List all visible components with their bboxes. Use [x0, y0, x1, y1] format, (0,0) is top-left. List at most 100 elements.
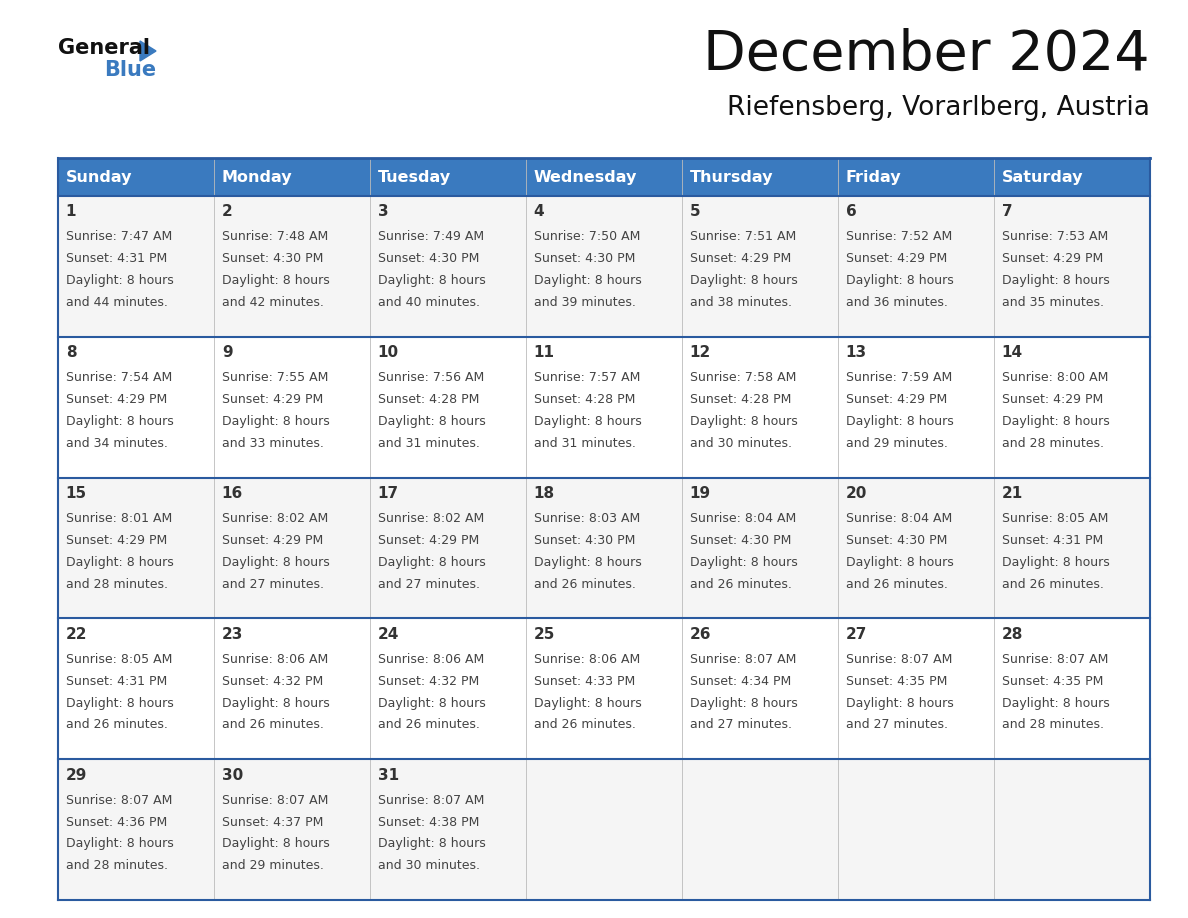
Bar [838, 196, 994, 337]
Text: 27: 27 [846, 627, 867, 642]
Text: and 26 minutes.: and 26 minutes. [533, 577, 636, 590]
Bar [682, 196, 838, 337]
Text: 8: 8 [65, 345, 76, 360]
Text: Monday: Monday [222, 170, 292, 185]
Text: Sunrise: 8:07 AM: Sunrise: 8:07 AM [222, 794, 328, 807]
Text: and 27 minutes.: and 27 minutes. [378, 577, 480, 590]
Text: and 27 minutes.: and 27 minutes. [222, 577, 324, 590]
Bar [526, 477, 682, 619]
Text: Sunset: 4:28 PM: Sunset: 4:28 PM [533, 393, 636, 406]
Text: and 39 minutes.: and 39 minutes. [533, 296, 636, 309]
Text: Sunrise: 7:47 AM: Sunrise: 7:47 AM [65, 230, 172, 243]
Text: Daylight: 8 hours: Daylight: 8 hours [65, 274, 173, 287]
Text: Sunrise: 8:07 AM: Sunrise: 8:07 AM [378, 794, 485, 807]
Text: and 28 minutes.: and 28 minutes. [1001, 719, 1104, 732]
Text: 19: 19 [690, 486, 710, 501]
Text: Sunrise: 7:59 AM: Sunrise: 7:59 AM [846, 371, 952, 385]
Bar [58, 759, 214, 900]
Text: Daylight: 8 hours: Daylight: 8 hours [378, 555, 486, 569]
Bar [838, 337, 994, 477]
Text: 15: 15 [65, 486, 87, 501]
Text: 20: 20 [846, 486, 867, 501]
Text: Daylight: 8 hours: Daylight: 8 hours [1001, 555, 1110, 569]
Text: and 36 minutes.: and 36 minutes. [846, 296, 948, 309]
Text: Sunrise: 7:56 AM: Sunrise: 7:56 AM [378, 371, 484, 385]
Text: Daylight: 8 hours: Daylight: 8 hours [378, 837, 486, 850]
Text: 10: 10 [378, 345, 399, 360]
Text: Sunset: 4:29 PM: Sunset: 4:29 PM [222, 393, 323, 406]
Text: 4: 4 [533, 205, 544, 219]
Text: 3: 3 [378, 205, 388, 219]
Text: Blue: Blue [105, 60, 156, 80]
Text: 9: 9 [222, 345, 233, 360]
Text: and 26 minutes.: and 26 minutes. [690, 577, 791, 590]
Bar [682, 477, 838, 619]
Text: Sunrise: 7:50 AM: Sunrise: 7:50 AM [533, 230, 640, 243]
Text: Tuesday: Tuesday [378, 170, 451, 185]
Text: Daylight: 8 hours: Daylight: 8 hours [222, 274, 329, 287]
Text: 5: 5 [690, 205, 701, 219]
Text: Sunset: 4:29 PM: Sunset: 4:29 PM [846, 252, 947, 265]
Text: and 26 minutes.: and 26 minutes. [846, 577, 948, 590]
Bar [214, 337, 369, 477]
Text: 22: 22 [65, 627, 87, 642]
Bar [369, 337, 526, 477]
Bar [58, 158, 214, 196]
Text: and 28 minutes.: and 28 minutes. [65, 859, 168, 872]
Bar [526, 619, 682, 759]
Text: Sunset: 4:31 PM: Sunset: 4:31 PM [1001, 534, 1102, 547]
Text: and 28 minutes.: and 28 minutes. [1001, 437, 1104, 450]
Text: 12: 12 [690, 345, 712, 360]
Bar [214, 477, 369, 619]
Text: Sunset: 4:29 PM: Sunset: 4:29 PM [65, 534, 168, 547]
Text: Sunrise: 7:48 AM: Sunrise: 7:48 AM [222, 230, 328, 243]
Text: Sunrise: 8:05 AM: Sunrise: 8:05 AM [1001, 512, 1108, 525]
Text: Daylight: 8 hours: Daylight: 8 hours [222, 415, 329, 428]
Bar [994, 337, 1150, 477]
Bar [838, 759, 994, 900]
Text: Sunrise: 7:58 AM: Sunrise: 7:58 AM [690, 371, 796, 385]
Text: Daylight: 8 hours: Daylight: 8 hours [846, 274, 954, 287]
Text: Sunrise: 7:55 AM: Sunrise: 7:55 AM [222, 371, 328, 385]
Bar [369, 158, 526, 196]
Bar [994, 196, 1150, 337]
Text: 18: 18 [533, 486, 555, 501]
Text: 14: 14 [1001, 345, 1023, 360]
Bar [682, 337, 838, 477]
Bar [838, 158, 994, 196]
Text: and 26 minutes.: and 26 minutes. [378, 719, 480, 732]
Text: 29: 29 [65, 767, 87, 783]
Text: and 35 minutes.: and 35 minutes. [1001, 296, 1104, 309]
Bar [994, 477, 1150, 619]
Text: Daylight: 8 hours: Daylight: 8 hours [533, 555, 642, 569]
Text: Sunrise: 8:07 AM: Sunrise: 8:07 AM [690, 653, 796, 666]
Text: 11: 11 [533, 345, 555, 360]
Bar [58, 477, 214, 619]
Text: Sunrise: 8:06 AM: Sunrise: 8:06 AM [533, 653, 640, 666]
Text: Daylight: 8 hours: Daylight: 8 hours [65, 697, 173, 710]
Text: Daylight: 8 hours: Daylight: 8 hours [222, 555, 329, 569]
Text: Daylight: 8 hours: Daylight: 8 hours [222, 837, 329, 850]
Text: Daylight: 8 hours: Daylight: 8 hours [378, 697, 486, 710]
Bar [369, 477, 526, 619]
Text: and 26 minutes.: and 26 minutes. [1001, 577, 1104, 590]
Text: 28: 28 [1001, 627, 1023, 642]
Bar [994, 759, 1150, 900]
Text: Daylight: 8 hours: Daylight: 8 hours [690, 697, 797, 710]
Text: Sunset: 4:30 PM: Sunset: 4:30 PM [533, 534, 636, 547]
Text: 17: 17 [378, 486, 399, 501]
Text: Daylight: 8 hours: Daylight: 8 hours [690, 274, 797, 287]
Text: 7: 7 [1001, 205, 1012, 219]
Text: Sunset: 4:29 PM: Sunset: 4:29 PM [378, 534, 479, 547]
Text: Sunset: 4:30 PM: Sunset: 4:30 PM [690, 534, 791, 547]
Bar [682, 619, 838, 759]
Text: Sunrise: 8:00 AM: Sunrise: 8:00 AM [1001, 371, 1108, 385]
Text: Daylight: 8 hours: Daylight: 8 hours [690, 555, 797, 569]
Text: Sunset: 4:31 PM: Sunset: 4:31 PM [65, 675, 168, 688]
Text: Daylight: 8 hours: Daylight: 8 hours [846, 415, 954, 428]
Text: 2: 2 [222, 205, 233, 219]
Text: 1: 1 [65, 205, 76, 219]
Text: Sunrise: 8:07 AM: Sunrise: 8:07 AM [846, 653, 952, 666]
Text: Sunrise: 7:53 AM: Sunrise: 7:53 AM [1001, 230, 1108, 243]
Bar [58, 196, 214, 337]
